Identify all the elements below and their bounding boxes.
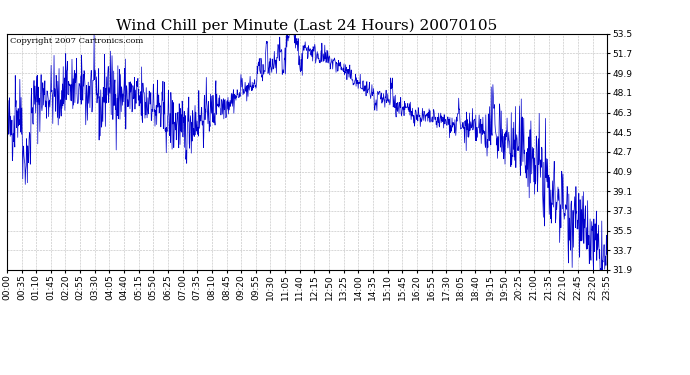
Title: Wind Chill per Minute (Last 24 Hours) 20070105: Wind Chill per Minute (Last 24 Hours) 20… — [117, 18, 497, 33]
Text: Copyright 2007 Cartronics.com: Copyright 2007 Cartronics.com — [10, 37, 143, 45]
